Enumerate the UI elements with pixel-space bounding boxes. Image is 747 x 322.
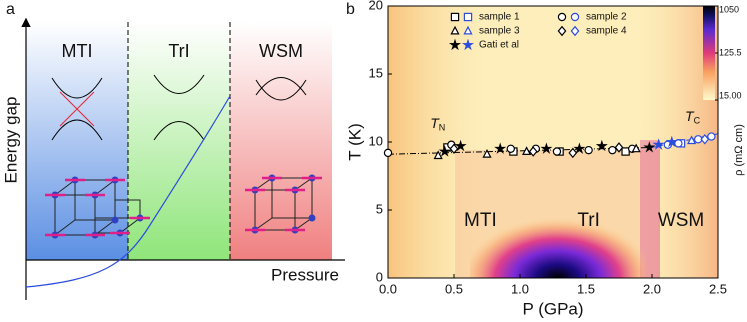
y-tick-label: 5 [376, 201, 383, 216]
annotation: TrI [577, 210, 600, 231]
marker [700, 134, 710, 145]
legend-label: sample 4 [586, 26, 627, 37]
marker [463, 25, 473, 35]
region [128, 22, 230, 260]
spins [45, 176, 322, 237]
marker [448, 38, 462, 51]
marker [450, 25, 460, 35]
region [230, 22, 332, 260]
marker [557, 25, 567, 37]
region-label: MTI [62, 41, 93, 61]
marker [463, 12, 473, 22]
marker [494, 142, 507, 154]
region-label: WSM [259, 41, 303, 61]
annotation-sub: N [439, 123, 446, 133]
marker [643, 141, 656, 153]
y-tick-label: 0 [376, 269, 383, 284]
marker [652, 138, 665, 150]
colorbar-tick-label: 125.5 [719, 47, 742, 57]
atoms [51, 174, 316, 239]
legend-label: Gati et al [479, 40, 519, 51]
panel-b: b 0.0 0.5 1.0 1.5 2.0 2.5 0 5 10 15 20 P (GPa) T (K)… [345, 0, 744, 318]
x-tick-label: 2.0 [643, 281, 661, 296]
x-label: Pressure [271, 265, 339, 284]
gap-curve [25, 95, 231, 288]
tn-line [387, 146, 653, 155]
marker [573, 142, 586, 154]
band [51, 77, 103, 141]
colorbar-tick-label: 1050 [719, 4, 739, 14]
x-tick-label: 1.5 [577, 281, 595, 296]
region-label: TrI [168, 41, 189, 61]
panel-label: a [6, 1, 15, 18]
legend-label: sample 1 [479, 12, 520, 23]
band [255, 77, 307, 101]
x-tick-label: 1.0 [511, 281, 529, 296]
marker [674, 139, 683, 148]
tc-line [651, 133, 719, 148]
annotation-sub: C [694, 116, 701, 126]
x-tick-label: 0.5 [445, 281, 463, 296]
marker [665, 135, 678, 148]
annotation: WSM [658, 210, 704, 231]
marker [540, 142, 553, 154]
map-shade [470, 168, 645, 278]
marker [608, 145, 617, 155]
band-crossing [59, 91, 95, 127]
marker [595, 139, 608, 152]
legend-label: sample 2 [586, 12, 627, 23]
marker [454, 139, 467, 152]
marker [584, 145, 593, 155]
y-tick-label: 20 [369, 0, 383, 12]
panel-label: b [346, 1, 355, 18]
colorbar-label: ρ (mΩ cm) [733, 124, 745, 176]
marker [570, 12, 580, 22]
marker [614, 142, 624, 153]
x-label: P (GPa) [522, 299, 583, 318]
marker [506, 144, 515, 153]
marker [568, 147, 578, 159]
marker [552, 147, 562, 156]
marker [557, 12, 567, 22]
marker [438, 145, 451, 157]
annotation: MTI [464, 210, 497, 231]
y-label: Energy gap [1, 97, 20, 184]
marker [433, 150, 443, 160]
legend-label: sample 3 [479, 26, 520, 37]
colorbar [703, 6, 715, 100]
colorbar-tick-label: 15.00 [719, 90, 742, 100]
y-label: T (K) [345, 123, 364, 160]
x-tick-label: 0.0 [379, 281, 397, 296]
marker [707, 132, 716, 141]
marker [522, 146, 532, 155]
panel-a: a MTI TrI WSM Energy gap Pressu [1, 1, 345, 300]
marker [570, 25, 580, 37]
marker [631, 143, 641, 153]
marker [528, 146, 538, 157]
marker [687, 135, 697, 145]
y-tick-label: 15 [369, 65, 383, 80]
y-tick-label: 10 [369, 133, 383, 148]
marker [450, 12, 460, 22]
x-tick-label: 2.5 [709, 281, 727, 296]
marker [461, 38, 475, 51]
marker [482, 148, 492, 158]
marker [449, 143, 459, 155]
marker [383, 148, 393, 158]
band [153, 74, 205, 141]
